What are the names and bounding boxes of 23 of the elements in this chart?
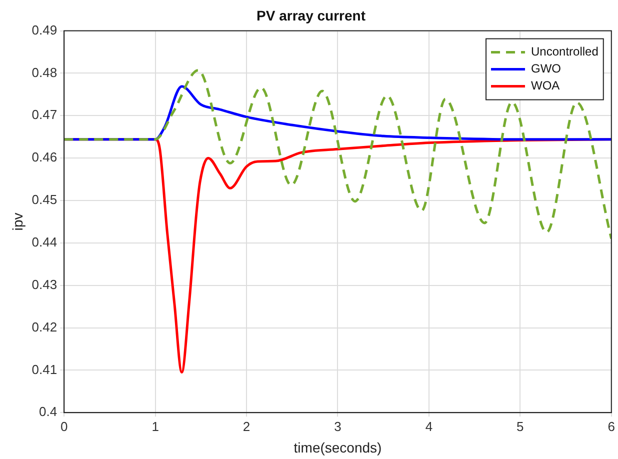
y-tick-label: 0.4 <box>39 404 58 420</box>
y-tick-label: 0.46 <box>32 150 58 165</box>
y-tick-label: 0.43 <box>32 276 58 292</box>
y-tick-label: 0.48 <box>32 64 58 80</box>
x-tick-label: 5 <box>516 418 524 434</box>
y-tick-label: 0.44 <box>32 234 58 250</box>
x-tick-label: 4 <box>425 418 433 434</box>
legend-label: WOA <box>531 78 560 93</box>
x-tick-label: 3 <box>334 418 342 434</box>
x-tick-label: 0 <box>60 418 68 434</box>
x-tick-label: 6 <box>608 418 615 434</box>
legend-label: GWO <box>531 62 562 76</box>
y-tick-label: 0.41 <box>32 362 58 377</box>
y-axis-title: ipv <box>9 212 26 231</box>
y-tick-label: 0.42 <box>32 319 58 334</box>
x-tick-label: 2 <box>242 418 250 434</box>
y-tick-label: 0.49 <box>32 22 58 38</box>
y-tick-label: 0.47 <box>32 107 58 122</box>
y-tick-label: 0.45 <box>32 192 58 208</box>
chart-title: PV array current <box>256 7 366 24</box>
legend-label: Uncontrolled <box>531 44 598 59</box>
x-axis-title: time(seconds) <box>294 439 382 456</box>
x-tick-label: 1 <box>152 418 159 434</box>
